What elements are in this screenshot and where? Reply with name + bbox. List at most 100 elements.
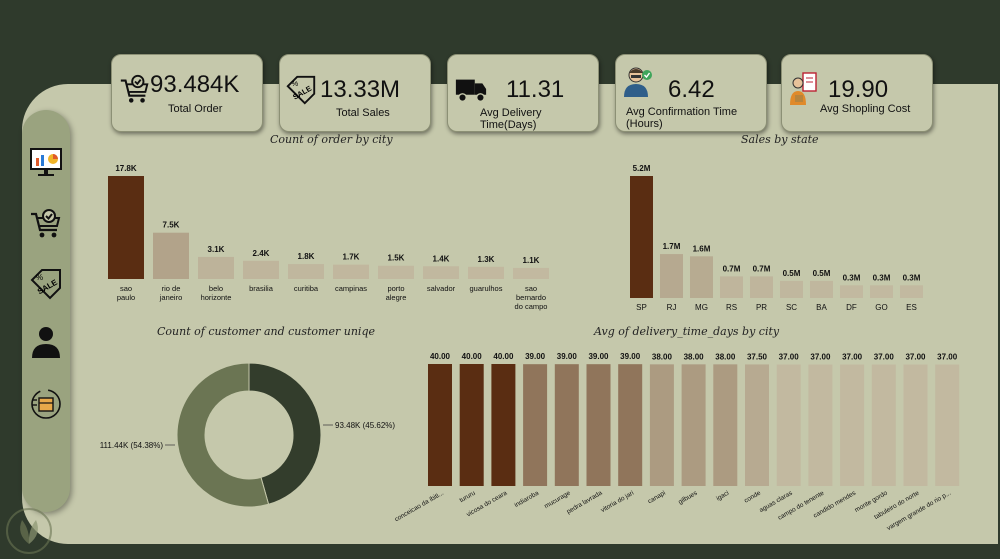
bar[interactable]: [459, 364, 484, 486]
data-label: 1.8K: [298, 252, 315, 261]
bar[interactable]: [810, 280, 833, 298]
category-label: porto: [387, 284, 404, 293]
bar[interactable]: [513, 267, 549, 279]
bar[interactable]: [840, 285, 863, 298]
bar[interactable]: [808, 364, 833, 486]
data-label: 7.5K: [163, 221, 180, 230]
bar[interactable]: [243, 260, 279, 279]
delivery-truck-icon: [455, 79, 487, 103]
bar[interactable]: [468, 266, 504, 279]
bar[interactable]: [153, 232, 189, 279]
data-label: 37.00: [779, 353, 800, 362]
data-label: 0.7M: [723, 264, 741, 273]
kpi-value: 13.33M: [320, 76, 401, 103]
bar[interactable]: [618, 364, 643, 486]
bar[interactable]: [523, 364, 548, 486]
data-label: 39.00: [557, 352, 578, 361]
category-label: conceicao da ibiti...: [394, 490, 446, 524]
bar[interactable]: [900, 285, 923, 298]
data-label: 40.00: [493, 352, 514, 361]
category-label: SC: [786, 303, 797, 312]
category-label: tururu: [458, 489, 477, 504]
category-label: paulo: [117, 293, 135, 302]
bar[interactable]: [690, 256, 713, 298]
customer-person-icon[interactable]: [28, 324, 64, 360]
bar[interactable]: [586, 364, 611, 486]
data-label: 37.00: [842, 353, 863, 362]
bar[interactable]: [870, 285, 893, 298]
bar[interactable]: [428, 364, 452, 486]
category-label: bernardo: [516, 293, 546, 302]
dashboard-monitor-icon[interactable]: [28, 144, 64, 180]
sale-tag-icon: SALE %: [286, 75, 316, 105]
data-label: 1.5K: [388, 254, 405, 263]
data-label: 1.3K: [478, 255, 495, 264]
bar[interactable]: [198, 256, 234, 279]
chart-title-customers: Count of customer and customer uniqe: [157, 325, 375, 338]
data-label: 37.00: [810, 353, 831, 362]
bar[interactable]: [780, 280, 803, 298]
bar[interactable]: [378, 265, 414, 279]
bar[interactable]: [554, 364, 579, 486]
category-label: guarulhos: [470, 284, 503, 293]
category-label: canapi: [647, 490, 667, 506]
bar[interactable]: [713, 364, 738, 486]
bar[interactable]: [720, 276, 743, 298]
kpi-label: Avg Delivery Time(Days): [480, 107, 542, 131]
bar[interactable]: [745, 364, 769, 486]
category-label: PR: [756, 303, 767, 312]
category-label: sao: [525, 284, 537, 293]
data-label: 38.00: [715, 352, 736, 361]
category-label: igaci: [715, 490, 730, 503]
donut-slice[interactable]: [176, 362, 270, 508]
bar[interactable]: [935, 364, 960, 486]
bar[interactable]: [491, 364, 516, 486]
donut-slice[interactable]: [248, 362, 322, 505]
kpi-card-total-sales: SALE % 13.33M Total Sales: [279, 54, 431, 132]
bar[interactable]: [681, 364, 706, 486]
category-label: MG: [695, 303, 708, 312]
sales-by-state-chart: 5.2M SP 1.7M RJ 1.6M MG 0.7M RS 0.7M PR 0.5M SC 0.5M…: [630, 164, 923, 312]
sale-tag-icon[interactable]: SALE %: [28, 266, 64, 302]
chart-title-orders-by-city: Count of order by city: [270, 133, 393, 146]
category-label: sao: [120, 284, 132, 293]
data-label: 3.1K: [208, 245, 225, 254]
data-label: 37.00: [937, 353, 958, 362]
data-label: 40.00: [430, 352, 451, 361]
bar[interactable]: [840, 364, 865, 486]
data-label: 37.00: [874, 353, 895, 362]
bar[interactable]: [333, 264, 369, 279]
category-label: janeiro: [159, 293, 183, 302]
bar[interactable]: [750, 276, 773, 298]
confirmation-person-icon: [624, 67, 652, 97]
customers-donut-chart: 93.48K (45.62%) 111.44K (54.38%): [100, 362, 395, 508]
delivery-box-icon[interactable]: [28, 386, 64, 422]
category-label: do campo: [515, 302, 548, 311]
kpi-card-avg-confirmation-time: 6.42 Avg Confirmation Time (Hours): [615, 54, 767, 132]
data-label: 111.44K (54.38%): [100, 441, 164, 450]
bar[interactable]: [108, 176, 144, 279]
data-label: 37.00: [905, 353, 926, 362]
kpi-value: 93.484K: [150, 71, 240, 98]
bar[interactable]: [630, 176, 653, 298]
bar[interactable]: [871, 364, 896, 486]
data-label: 39.00: [525, 352, 546, 361]
cart-check-icon[interactable]: [28, 206, 64, 242]
bar[interactable]: [423, 266, 459, 279]
category-label: DF: [846, 303, 857, 312]
kpi-value: 6.42: [668, 76, 715, 103]
data-label: 38.00: [684, 352, 705, 361]
kpi-label: Avg Shopling Cost: [820, 103, 911, 115]
bar[interactable]: [903, 364, 928, 486]
bar[interactable]: [288, 264, 324, 279]
category-label: indiaroba: [513, 489, 540, 509]
bar[interactable]: [776, 364, 801, 486]
data-label: 37.50: [747, 352, 768, 361]
data-label: 1.6M: [693, 244, 711, 253]
cart-check-icon: [120, 74, 149, 103]
bar[interactable]: [649, 364, 674, 486]
data-label: 1.7M: [663, 242, 681, 251]
shopping-cost-icon: [790, 72, 817, 105]
bar[interactable]: [660, 254, 683, 298]
